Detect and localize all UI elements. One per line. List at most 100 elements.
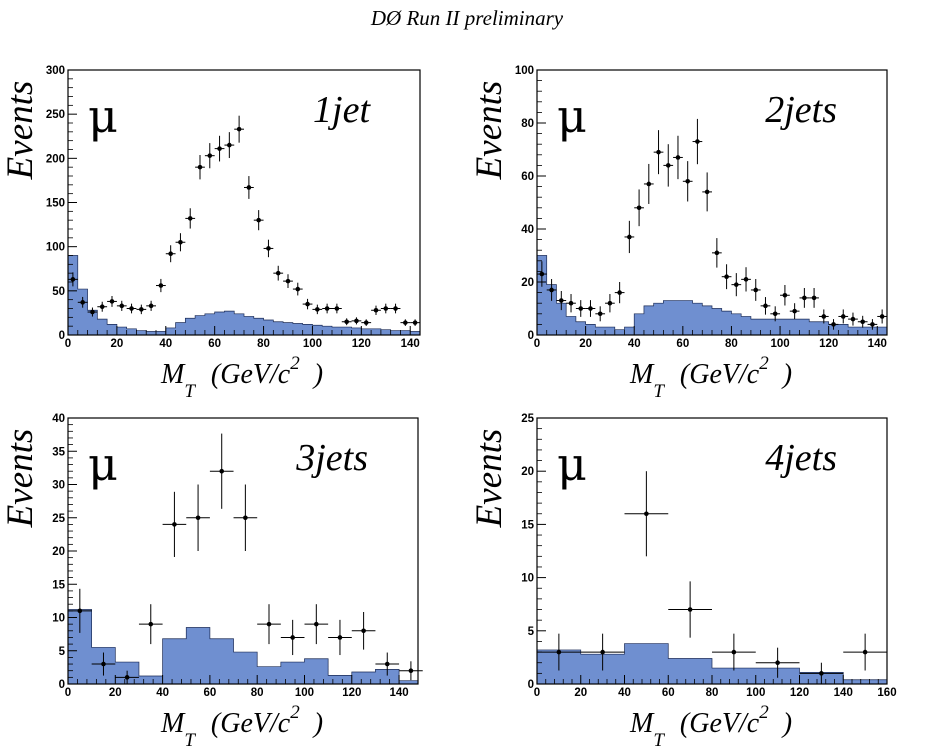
data-point (234, 115, 244, 143)
data-point (595, 306, 606, 322)
jet-multiplicity-label: 2jets (765, 89, 837, 131)
data-point (755, 647, 800, 678)
data-marker (315, 307, 320, 312)
channel-label: μ (88, 89, 118, 143)
data-point (156, 278, 166, 293)
data-marker (556, 649, 562, 655)
data-point (283, 274, 293, 289)
data-point (304, 604, 329, 645)
x-axis-label-part: ) (781, 708, 792, 739)
x-axis-label: MT (GeV/c2) (160, 353, 323, 402)
data-marker (627, 234, 632, 240)
jet-multiplicity-label: 3jets (295, 437, 368, 479)
data-marker (879, 314, 885, 319)
y-tick-label: 60 (521, 171, 534, 183)
data-marker (158, 283, 164, 288)
data-marker (408, 668, 414, 673)
data-marker (597, 311, 603, 317)
x-tick-label: 20 (574, 687, 587, 699)
data-marker (295, 286, 301, 292)
data-point (809, 287, 819, 308)
data-point (126, 303, 137, 314)
y-tick-label: 300 (46, 65, 65, 77)
data-point (877, 309, 887, 324)
data-marker (831, 322, 836, 327)
y-tick-label: 20 (521, 277, 534, 289)
x-tick-label: 0 (534, 338, 540, 350)
data-point (91, 652, 116, 676)
x-tick-label: 20 (579, 338, 592, 350)
x-tick-label: 80 (257, 338, 270, 350)
data-point (195, 154, 205, 180)
x-tick-label: 100 (303, 338, 322, 350)
data-marker (139, 307, 144, 312)
x-tick-label: 60 (208, 338, 221, 350)
data-point (341, 318, 352, 326)
data-marker (753, 287, 759, 293)
data-marker (361, 628, 366, 634)
data-marker (195, 515, 201, 521)
data-marker (646, 181, 652, 187)
y-tick-label: 200 (46, 153, 65, 165)
data-marker (344, 319, 349, 325)
y-tick-label: 25 (521, 413, 534, 425)
x-tick-label: 40 (156, 687, 169, 699)
data-point (634, 189, 644, 227)
background-histogram (67, 609, 419, 685)
x-tick-label: 0 (65, 338, 71, 350)
data-marker (636, 205, 642, 211)
data-marker (129, 306, 134, 311)
data-marker (578, 306, 584, 311)
data-point (780, 284, 790, 306)
data-marker (266, 246, 271, 251)
x-tick-label: 140 (834, 687, 853, 699)
data-point (799, 287, 810, 308)
data-point (204, 143, 215, 169)
data-marker (77, 608, 83, 614)
data-point (68, 272, 78, 287)
data-point (624, 471, 669, 557)
data-marker (148, 621, 154, 627)
data-point (146, 300, 156, 311)
data-point (280, 619, 305, 656)
data-point (97, 301, 108, 312)
y-tick-label: 80 (521, 118, 534, 130)
data-marker (862, 649, 868, 655)
data-point (692, 118, 703, 165)
data-marker (792, 308, 797, 314)
x-tick-label: 100 (746, 687, 765, 699)
data-marker (743, 277, 749, 282)
data-marker (124, 675, 130, 680)
data-point (580, 633, 625, 671)
data-point (537, 261, 547, 287)
y-tick-label: 40 (521, 224, 534, 236)
x-tick-label: 120 (790, 687, 809, 699)
data-marker (656, 149, 661, 155)
data-marker (393, 306, 398, 311)
data-point (312, 304, 323, 315)
data-marker (772, 311, 778, 317)
data-point (322, 303, 332, 314)
data-marker (275, 270, 281, 276)
data-marker (207, 153, 213, 158)
data-point (390, 303, 401, 314)
y-tick-label: 5 (528, 626, 535, 638)
data-marker (178, 239, 183, 245)
y-tick-label: 10 (52, 613, 65, 625)
y-tick-label: 50 (52, 286, 65, 298)
x-axis-label-part: T (184, 730, 196, 750)
x-tick-label: 20 (110, 338, 123, 350)
data-point (682, 161, 693, 202)
data-point (400, 319, 411, 326)
data-marker (821, 314, 827, 319)
data-point (673, 135, 683, 180)
panel-3jets: 0 5 10 15 20 25 30 35 40 0 20 40 60 80 100 120 140 μ 3jets… (0, 413, 423, 750)
data-point (214, 135, 225, 162)
data-marker (412, 320, 418, 325)
data-point (253, 210, 264, 231)
jet-multiplicity-label: 4jets (765, 437, 837, 479)
data-point (867, 319, 878, 330)
data-point (351, 317, 362, 325)
data-point (162, 491, 187, 557)
panel-1jet: 0 50 100 150 200 250 300 0 20 40 60 80 100 120 140 μ 1je… (0, 65, 421, 402)
